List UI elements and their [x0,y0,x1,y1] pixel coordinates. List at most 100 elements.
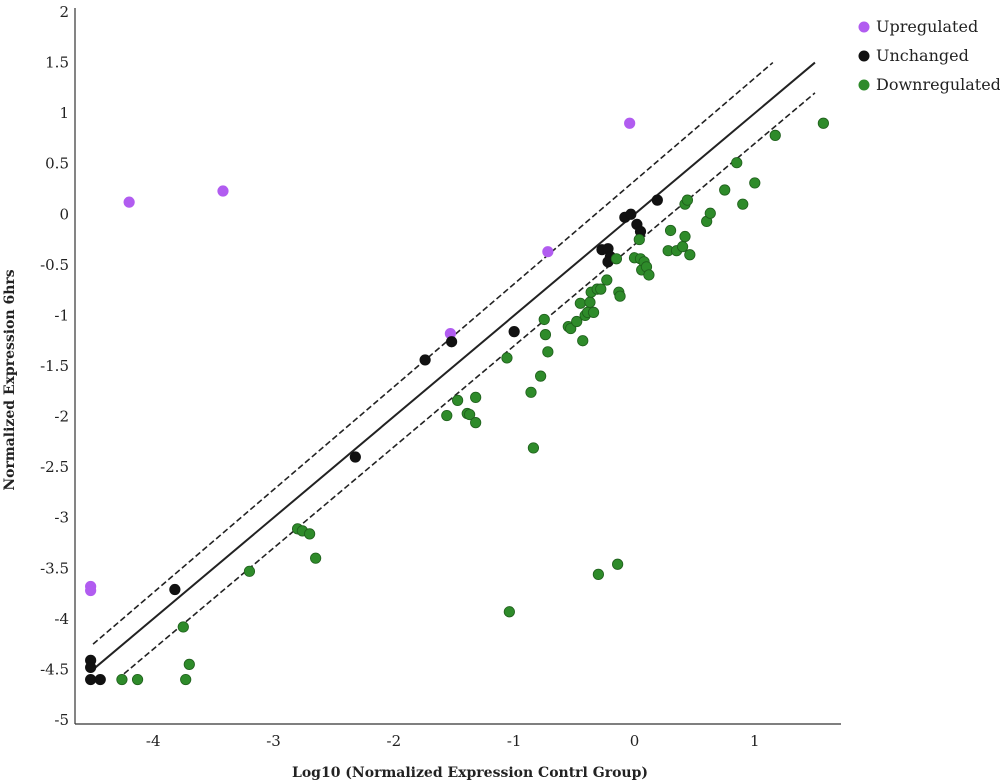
data-point [625,208,637,220]
legend: Upregulated Unchanged Downregulated [858,17,1000,94]
y-tick-label: 0 [59,205,69,223]
legend-marker [858,79,870,91]
y-tick-label: -2 [54,408,69,426]
data-point [587,306,600,318]
x-tick-label: -3 [266,732,281,750]
x-axis-label: Log10 (Normalized Expression Contrl Grou… [292,765,648,781]
data-point [542,246,554,258]
y-tick-label: -2.5 [40,458,69,476]
series-upregulated [85,117,636,597]
data-point [769,129,781,141]
data-points [85,117,829,686]
y-tick-label: 0.5 [45,155,69,173]
y-tick-label: -1 [54,306,69,324]
data-point [595,283,607,295]
data-point [535,370,547,382]
x-tick-label: 0 [630,732,640,750]
data-point [525,386,537,398]
data-point [574,297,586,309]
y-tick-label: -4 [54,610,69,628]
data-point [470,417,482,429]
legend-label: Unchanged [876,46,969,65]
y-tick-label: -1.5 [40,357,69,375]
data-point [452,394,464,406]
y-tick-label: 1 [59,104,69,122]
data-point [679,230,691,243]
data-point [731,157,743,169]
data-point [123,196,135,208]
x-tick-label: 1 [750,732,760,750]
data-point [94,673,106,686]
threshold-line-dashed [116,92,816,681]
series-unchanged [85,194,663,686]
data-point [177,621,189,633]
data-point [614,290,626,302]
y-tick-label: -5 [54,711,69,729]
data-point [571,315,583,328]
data-point [116,673,128,686]
data-point [592,568,604,580]
axes [74,8,841,725]
data-point [503,606,515,618]
data-point [85,584,97,597]
data-point [610,253,623,265]
x-axis-ticks: -4 -3 -2 -1 0 1 [146,732,760,750]
data-point [612,558,624,570]
data-point [704,207,716,219]
y-tick-label: 2 [59,3,69,21]
x-tick-label: -2 [387,732,402,750]
data-point [183,658,195,670]
data-point [310,552,322,564]
y-axis-label: Normalized Expression 6hrs [2,269,18,490]
x-tick-label: -1 [507,732,522,750]
y-tick-label: -3 [54,509,69,527]
data-point [681,194,694,206]
data-point [817,117,829,129]
legend-marker [858,21,870,33]
threshold-line-dashed [92,61,774,645]
y-tick-label: -4.5 [40,660,69,678]
data-point [719,184,731,196]
data-point [542,346,554,358]
data-point [85,673,97,686]
data-point [243,565,256,577]
data-point [677,241,689,253]
data-point [464,408,476,421]
data-point [664,224,677,237]
data-point [180,673,192,686]
data-point [624,117,636,129]
data-point [527,442,540,454]
data-point [584,296,596,308]
data-point [470,391,482,403]
data-point [501,352,513,364]
data-point [304,528,316,540]
data-point [131,673,144,686]
data-point [577,335,589,347]
data-point [749,177,761,189]
y-tick-label: -3.5 [40,559,69,577]
data-point [737,198,749,210]
legend-label: Upregulated [876,17,978,36]
identity-line [92,61,816,671]
data-point [169,583,181,596]
data-point [684,249,696,261]
data-point [633,233,645,246]
data-point [565,322,577,335]
data-point [217,185,229,197]
y-tick-label: -0.5 [40,256,69,274]
data-point [508,326,520,338]
y-tick-label: 1.5 [45,54,69,72]
series-downregulated [116,117,829,686]
data-point [445,336,458,348]
legend-marker [858,50,870,62]
reference-lines [92,61,816,681]
data-point [651,194,663,206]
y-axis-ticks: 2 1.5 1 0.5 0 -0.5 -1 -1.5 -2 -2.5 -3 -3.5 -4 -4.5 -5 [40,3,69,729]
data-point [419,354,431,366]
x-tick-label: -4 [146,732,161,750]
data-point [85,661,97,674]
data-point [643,269,655,281]
data-point [539,329,552,341]
data-point [601,274,613,286]
